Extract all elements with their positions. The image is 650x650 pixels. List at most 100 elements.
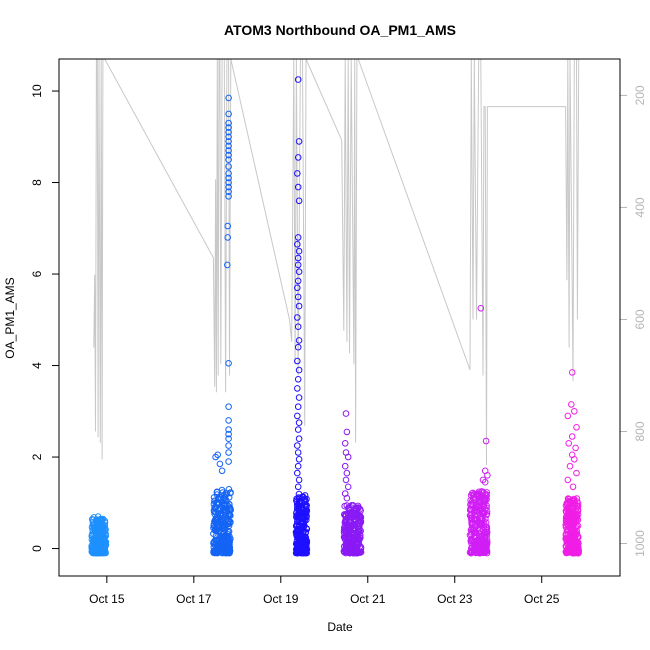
data-point [294, 442, 301, 449]
data-point [343, 535, 351, 542]
data-point [294, 426, 302, 433]
axes-layer: Oct 15 Oct 17 Oct 19 Oct 21 Oct 23 Oct 25 0 2 4 6… [30, 84, 647, 606]
data-point [342, 524, 350, 532]
data-point [469, 548, 476, 556]
data-point [295, 247, 303, 255]
data-point [344, 483, 352, 491]
data-point [297, 518, 304, 526]
data-point [225, 417, 232, 424]
data-point [295, 197, 303, 205]
series-2 [292, 76, 311, 557]
data-point [568, 510, 576, 518]
series-5 [562, 369, 583, 557]
data-point [471, 534, 478, 541]
data-point [468, 517, 475, 524]
data-point [294, 504, 301, 512]
data-point [343, 469, 351, 477]
data-point [571, 529, 578, 537]
data-point [215, 527, 223, 535]
data-point [295, 476, 303, 484]
data-point [225, 138, 232, 145]
data-point [303, 502, 311, 509]
data-point [225, 360, 232, 367]
data-point [341, 462, 349, 470]
data-point [483, 496, 490, 503]
data-point [214, 451, 221, 459]
data-point [474, 490, 482, 497]
data-point [102, 538, 109, 545]
data-point [568, 433, 576, 440]
data-point [225, 188, 232, 195]
data-point [468, 501, 476, 509]
data-point [210, 521, 218, 528]
data-point [222, 492, 229, 499]
data-point [294, 376, 302, 383]
data-point [342, 512, 349, 520]
data-point [294, 449, 302, 456]
data-point [225, 170, 232, 177]
data-point [294, 314, 301, 321]
data-point [572, 538, 580, 546]
data-point [225, 193, 232, 200]
data-point [225, 174, 232, 182]
data-point [96, 521, 104, 529]
data-point [348, 530, 355, 538]
y-tick-label: 8 [30, 179, 44, 186]
data-point [294, 511, 302, 518]
data-point [294, 170, 301, 177]
data-point [225, 449, 232, 456]
data-point [226, 532, 233, 540]
data-point [353, 548, 360, 556]
x-tick-label: Oct 15 [89, 592, 125, 606]
data-point [350, 506, 358, 513]
data-point [220, 507, 227, 514]
data-point [213, 499, 220, 507]
data-point [483, 510, 491, 518]
data-point [294, 277, 302, 285]
data-point [353, 512, 361, 520]
data-point [476, 548, 484, 555]
data-point [569, 483, 577, 491]
data-point [221, 543, 229, 550]
data-point [564, 499, 572, 506]
data-point [210, 508, 218, 516]
data-point [225, 435, 232, 443]
y-tick-label: 4 [30, 362, 44, 369]
data-point [302, 549, 310, 557]
data-point [357, 517, 365, 525]
chart-title: ATOM3 Northbound OA_PM1_AMS [224, 22, 456, 38]
data-point [101, 517, 109, 525]
series-4 [466, 305, 491, 557]
data-point [342, 410, 350, 417]
data-point [225, 147, 232, 154]
x-tick-label: Oct 25 [524, 592, 560, 606]
data-point [294, 284, 301, 292]
data-point [477, 498, 484, 506]
data-point [478, 516, 486, 523]
x-axis-label: Date [327, 620, 353, 634]
data-point [570, 512, 578, 519]
data-point [296, 547, 304, 555]
data-point [293, 501, 301, 509]
data-point [213, 488, 221, 496]
data-point [294, 483, 302, 491]
data-point [475, 539, 482, 547]
data-point [221, 532, 228, 540]
points-layer [88, 76, 583, 557]
data-point [225, 94, 232, 102]
data-point [94, 522, 101, 529]
data-point [294, 403, 302, 411]
data-point [225, 183, 232, 191]
data-point [475, 491, 483, 498]
secondary-tick-label: 600 [633, 309, 647, 329]
data-point [296, 543, 303, 551]
data-point [225, 403, 232, 411]
series-1 [210, 94, 234, 557]
data-point [294, 154, 302, 161]
data-point [481, 478, 489, 486]
data-point [294, 323, 302, 331]
data-point [355, 529, 363, 536]
data-point [573, 522, 580, 529]
data-point [294, 76, 302, 83]
data-point [470, 529, 478, 537]
